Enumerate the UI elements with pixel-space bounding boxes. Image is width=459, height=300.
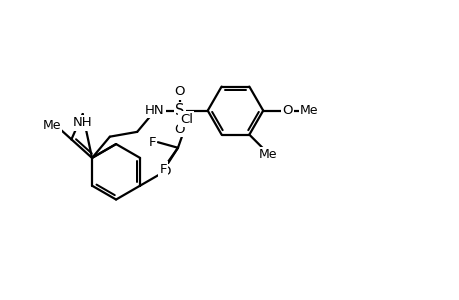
Text: O: O bbox=[282, 104, 292, 117]
Text: NH: NH bbox=[73, 116, 92, 129]
Text: HN: HN bbox=[145, 104, 164, 117]
Text: Me: Me bbox=[43, 119, 61, 132]
Text: F: F bbox=[148, 136, 156, 149]
Text: Me: Me bbox=[258, 148, 276, 161]
Text: Me: Me bbox=[299, 104, 318, 117]
Text: O: O bbox=[174, 85, 185, 98]
Text: O: O bbox=[160, 165, 170, 178]
Text: O: O bbox=[174, 123, 185, 136]
Text: S: S bbox=[175, 103, 184, 118]
Text: F: F bbox=[159, 163, 167, 176]
Text: Cl: Cl bbox=[179, 113, 192, 126]
